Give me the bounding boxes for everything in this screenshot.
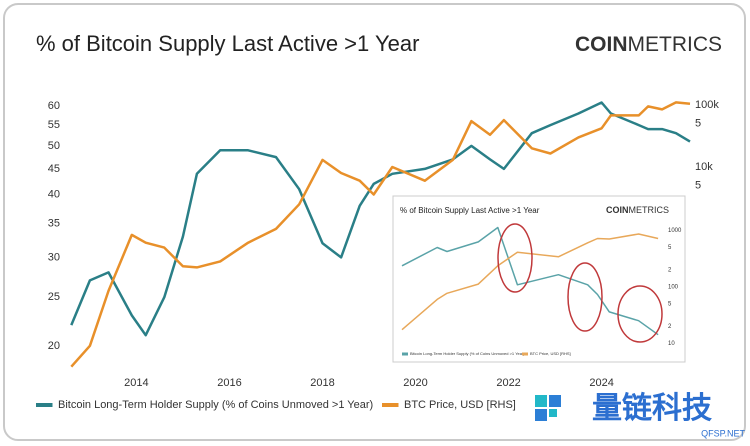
inset-chart: % of Bitcoin Supply Last Active >1 Year C… xyxy=(400,205,682,356)
y2-tick-label: 100k xyxy=(695,99,719,111)
y-tick-label: 45 xyxy=(48,163,60,175)
y2-tick-label: 5 xyxy=(695,180,701,192)
watermark: 量链科技 QFSP.NET xyxy=(535,391,745,438)
y2-tick-label: 100 xyxy=(668,284,679,290)
y-tick-label: 30 xyxy=(48,251,60,263)
legend-label: BTC Price, USD [RHS] xyxy=(404,399,516,411)
chart-title: % of Bitcoin Supply Last Active >1 Year xyxy=(400,206,540,215)
y2-tick-label: 2 xyxy=(668,267,672,273)
legend-label: Bitcoin Long-Term Holder Supply (% of Co… xyxy=(58,399,373,411)
y2-tick-label: 10 xyxy=(668,341,675,347)
y-tick-label: 50 xyxy=(48,140,60,152)
y2-tick-label: 5 xyxy=(695,118,701,130)
logo: COINMETRICS xyxy=(575,33,722,56)
watermark-icon xyxy=(535,395,547,407)
watermark-icon xyxy=(549,409,557,417)
watermark-url: QFSP.NET xyxy=(701,428,745,438)
x-tick-label: 2018 xyxy=(310,377,334,389)
y2-tick-label: 10k xyxy=(695,161,713,173)
logo-light: METRICS xyxy=(629,205,670,215)
logo: COINMETRICS xyxy=(606,205,669,215)
highlight-circle xyxy=(617,285,663,343)
main-chart: % of Bitcoin Supply Last Active >1 Year C… xyxy=(36,31,722,411)
y-tick-label: 20 xyxy=(48,340,60,352)
x-tick-label: 2024 xyxy=(589,377,613,389)
series-line xyxy=(401,233,659,331)
y-tick-label: 40 xyxy=(48,188,60,200)
y-tick-label: 55 xyxy=(48,119,60,131)
highlight-circle xyxy=(497,223,533,293)
series-line xyxy=(401,226,659,336)
y-tick-label: 60 xyxy=(48,100,60,112)
watermark-icon xyxy=(549,395,561,407)
y2-tick-label: 2 xyxy=(668,324,672,330)
y-tick-label: 25 xyxy=(48,291,60,303)
x-tick-label: 2016 xyxy=(217,377,241,389)
logo-bold: COIN xyxy=(606,205,629,215)
logo-bold: COIN xyxy=(575,33,628,56)
y-tick-label: 35 xyxy=(48,218,60,230)
y2-tick-label: 5 xyxy=(668,301,672,307)
watermark-icon xyxy=(535,409,547,421)
x-tick-label: 2014 xyxy=(124,377,148,389)
highlight-circle xyxy=(567,262,603,332)
series-line xyxy=(70,101,691,368)
watermark-text: 量链科技 xyxy=(592,391,712,425)
chart-title: % of Bitcoin Supply Last Active >1 Year xyxy=(36,31,419,56)
y2-tick-label: 5 xyxy=(668,245,672,251)
y2-tick-label: 1000 xyxy=(668,228,682,234)
legend-label: BTC Price, USD [RHS] xyxy=(530,351,571,356)
x-tick-label: 2020 xyxy=(403,377,427,389)
logo-light: METRICS xyxy=(628,33,723,56)
x-tick-label: 2022 xyxy=(496,377,520,389)
legend-label: Bitcoin Long-Term Holder Supply (% of Co… xyxy=(410,351,525,356)
